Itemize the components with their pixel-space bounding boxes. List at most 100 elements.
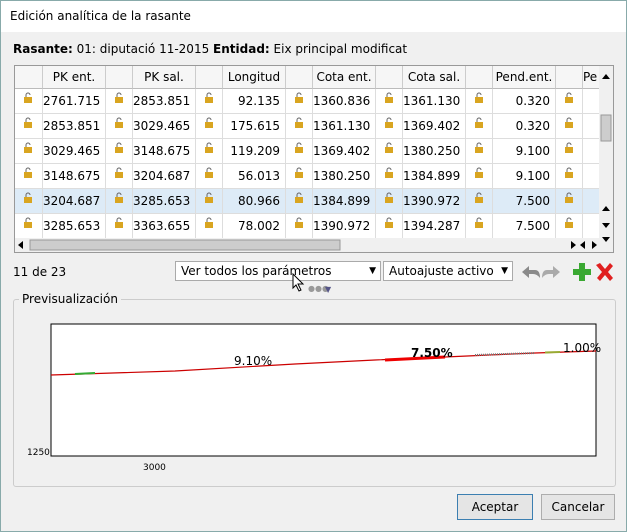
lock-cell[interactable]	[556, 89, 583, 114]
lock-cell[interactable]	[286, 114, 313, 139]
title-bar: Edición analítica de la rasante	[1, 1, 626, 32]
lock-cell[interactable]	[106, 164, 133, 189]
combo-arrow: ▼	[369, 266, 376, 276]
data-cell[interactable]: 1380.250	[403, 139, 466, 164]
data-cell[interactable]: 1380.250	[313, 164, 376, 189]
cancel-button[interactable]: Cancelar	[541, 494, 615, 520]
lock-cell[interactable]	[286, 164, 313, 189]
cursor: ●●●▼	[292, 273, 332, 293]
lock-cell[interactable]	[466, 189, 493, 214]
data-cell[interactable]: 92.135	[223, 89, 286, 114]
lock-cell[interactable]	[556, 164, 583, 189]
data-cell[interactable]: 3148.675	[133, 139, 196, 164]
data-cell[interactable]: 3029.465	[43, 139, 106, 164]
header-cell[interactable]: Longitud	[223, 66, 286, 89]
data-cell[interactable]: 119.209	[223, 139, 286, 164]
lock-cell[interactable]	[106, 139, 133, 164]
data-cell[interactable]: 7.500	[493, 189, 556, 214]
data-cell[interactable]: 9.100	[493, 164, 556, 189]
data-cell[interactable]: 0.320	[493, 114, 556, 139]
data-cell[interactable]: 1369.402	[403, 114, 466, 139]
scrollbars	[15, 66, 613, 252]
header-cell	[196, 66, 223, 89]
lock-cell[interactable]	[15, 189, 43, 214]
header-cell[interactable]: PK sal.	[133, 66, 196, 89]
lock-cell[interactable]	[286, 89, 313, 114]
data-cell[interactable]: 1390.972	[403, 189, 466, 214]
lock-cell[interactable]	[15, 164, 43, 189]
data-cell[interactable]: 3029.465	[133, 114, 196, 139]
data-cell[interactable]: 3204.687	[43, 189, 106, 214]
lock-cell[interactable]	[15, 139, 43, 164]
lock-cell[interactable]	[376, 114, 403, 139]
add-icon[interactable]	[573, 263, 591, 281]
y-label: 1250	[27, 448, 50, 458]
delete-icon[interactable]	[596, 263, 613, 281]
lock-cell[interactable]	[376, 189, 403, 214]
redo-icon[interactable]	[542, 266, 560, 278]
data-cell[interactable]: 9.100	[493, 139, 556, 164]
lock-cell[interactable]	[376, 139, 403, 164]
segment	[74, 372, 96, 375]
lock-cell[interactable]	[196, 189, 223, 214]
table[interactable]: PK ent. PK sal. Longitud Cota ent. Cota sal.…	[14, 65, 614, 253]
lock-cell[interactable]	[196, 89, 223, 114]
header-cell[interactable]: Cota ent.	[313, 66, 376, 89]
data-cell[interactable]: 1384.899	[313, 189, 376, 214]
filter-combo[interactable]: Ver todos los parámetros ▼	[175, 261, 381, 281]
data-cell[interactable]: 1361.130	[403, 89, 466, 114]
data-cell[interactable]: 3204.687	[133, 164, 196, 189]
data-cell[interactable]: 80.966	[223, 189, 286, 214]
data-cell[interactable]: 56.013	[223, 164, 286, 189]
data-cell[interactable]: 2853.851	[43, 114, 106, 139]
data-cell[interactable]: 0.320	[493, 89, 556, 114]
lock-cell[interactable]	[196, 114, 223, 139]
undo-icon[interactable]	[522, 266, 540, 278]
h-thumb[interactable]	[29, 239, 341, 251]
header-cell	[15, 66, 43, 89]
header-cell[interactable]: Cota sal.	[403, 66, 466, 89]
lock-cell[interactable]	[556, 139, 583, 164]
v-scrollbar[interactable]	[599, 66, 613, 238]
data-cell[interactable]: 1360.836	[313, 89, 376, 114]
header-cell[interactable]: Pe	[583, 66, 600, 89]
lock-cell[interactable]	[106, 189, 133, 214]
data-cell[interactable]: 175.615	[223, 114, 286, 139]
lock-cell[interactable]	[556, 189, 583, 214]
accept-button[interactable]: Aceptar	[457, 494, 533, 520]
arrows[interactable]	[592, 237, 610, 249]
data-cell[interactable]: 3285.653	[133, 189, 196, 214]
data-cell[interactable]: 1384.899	[403, 164, 466, 189]
header-cell[interactable]: Pend.ent.	[493, 66, 556, 89]
header-cell[interactable]: PK ent.	[43, 66, 106, 89]
lock-cell[interactable]	[15, 114, 43, 139]
lock-cell[interactable]	[286, 139, 313, 164]
header-cell	[466, 66, 493, 89]
segment	[384, 355, 446, 362]
data-cell[interactable]: 1369.402	[313, 139, 376, 164]
data-cell[interactable]: 3148.675	[43, 164, 106, 189]
combo-text: Autoajuste activo	[389, 264, 494, 278]
lock-cell[interactable]	[376, 164, 403, 189]
data-cell[interactable]: 1361.130	[313, 114, 376, 139]
lock-cell[interactable]	[286, 189, 313, 214]
v-thumb[interactable]	[600, 114, 612, 142]
slope-label: 9.10%	[234, 354, 272, 368]
lock-cell[interactable]	[106, 114, 133, 139]
lock-cell[interactable]	[15, 89, 43, 114]
data-cell[interactable]: 2761.715	[43, 89, 106, 114]
lock-cell[interactable]	[466, 164, 493, 189]
lock-cell[interactable]	[106, 89, 133, 114]
lock-cell[interactable]	[556, 114, 583, 139]
plot-area	[50, 323, 597, 457]
preview-group	[13, 299, 616, 487]
data-cell[interactable]: 2853.851	[133, 89, 196, 114]
autofit-combo[interactable]: Autoajuste activo ▼	[383, 261, 513, 281]
lock-cell[interactable]	[376, 89, 403, 114]
lock-cell[interactable]	[466, 89, 493, 114]
lock-cell[interactable]	[196, 139, 223, 164]
lock-cell[interactable]	[466, 139, 493, 164]
lock-cell[interactable]	[196, 164, 223, 189]
lock-cell[interactable]	[466, 114, 493, 139]
